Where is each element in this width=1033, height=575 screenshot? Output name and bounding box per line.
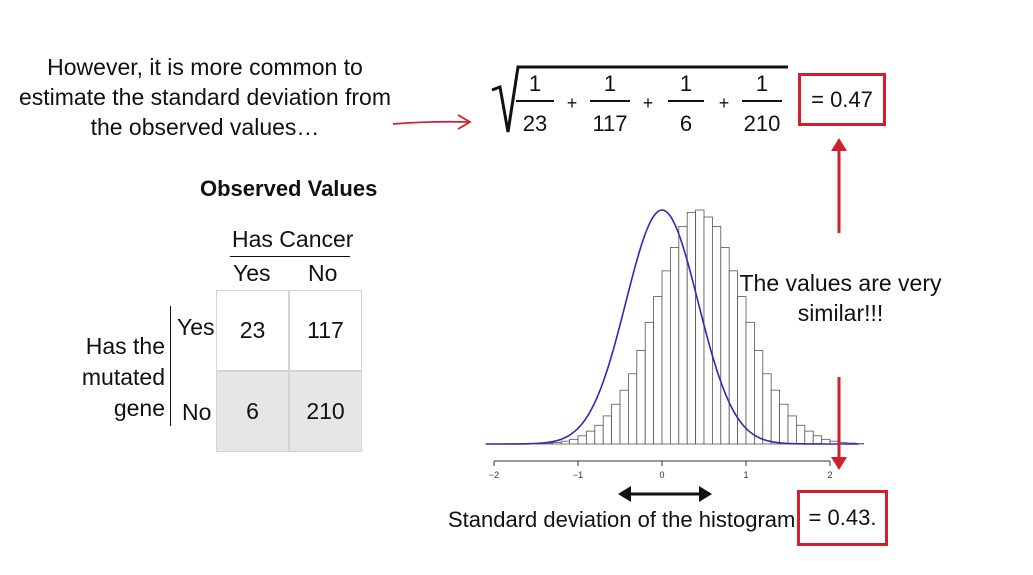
- double-arrow-icon: [618, 486, 712, 502]
- histogram-bar: [762, 373, 772, 445]
- column-group-underline: [230, 256, 350, 257]
- result-box-histogram: = 0.43.: [797, 490, 888, 546]
- table-cell: 23: [216, 290, 289, 371]
- x-tick-label: 2: [827, 470, 832, 480]
- row-group-header: Has the mutated gene: [70, 331, 165, 424]
- histogram-bar: [695, 209, 705, 445]
- histogram-bar: [594, 424, 604, 445]
- fraction-3-numerator: 1: [680, 71, 692, 96]
- fraction-3-denominator: 6: [680, 111, 692, 136]
- histogram-bar: [636, 349, 646, 445]
- histogram-bar: [779, 403, 789, 445]
- histogram-caption: Standard deviation of the histogram: [448, 507, 796, 532]
- histogram-bar: [569, 438, 579, 445]
- histogram-bar: [560, 440, 570, 445]
- histogram-bar: [753, 349, 764, 445]
- histogram-bar: [653, 296, 663, 445]
- histogram-bar: [770, 389, 781, 445]
- result-formula-value: = 0.47: [811, 86, 873, 112]
- histogram-bar: [619, 389, 629, 445]
- column-header-yes: Yes: [233, 260, 271, 286]
- row-header-no: No: [182, 399, 212, 425]
- table-cell: 117: [289, 290, 362, 371]
- intro-line-3: the observed values…: [90, 114, 320, 140]
- table-cell: 210: [289, 371, 362, 452]
- histogram-bar: [711, 225, 722, 445]
- histogram-bar: [720, 247, 730, 445]
- row-group-divider: [170, 306, 171, 426]
- histogram-bar: [787, 415, 797, 445]
- result-histogram-value: = 0.43.: [808, 505, 877, 530]
- histogram-bar: [577, 435, 587, 445]
- table-cell: 6: [216, 371, 289, 452]
- similar-note-line-1: The values are very: [739, 270, 942, 296]
- histogram-bar: [728, 270, 738, 445]
- fraction-4-numerator: 1: [756, 71, 768, 96]
- histogram-bar: [812, 435, 823, 445]
- histogram-bar: [661, 270, 671, 445]
- fraction-1-numerator: 1: [529, 71, 541, 96]
- similar-note-line-2: similar!!!: [797, 300, 884, 326]
- histogram-bar: [586, 430, 596, 445]
- plus-sign-3: +: [719, 93, 730, 113]
- column-header-no: No: [308, 260, 338, 286]
- x-tick-label: −1: [573, 470, 583, 480]
- plus-sign-2: +: [643, 93, 654, 113]
- fraction-4-denominator: 210: [744, 111, 781, 136]
- histogram-bar: [644, 321, 654, 445]
- histogram-bar: [745, 321, 755, 445]
- row-header-yes: Yes: [177, 314, 215, 340]
- histogram-bar: [669, 247, 680, 445]
- histogram-chart: −2 −1 0 1 2: [485, 209, 865, 480]
- observed-values-table: 23 117 6 210: [216, 290, 362, 453]
- table-title: Observed Values: [200, 176, 378, 201]
- result-box-formula: = 0.47: [798, 73, 886, 126]
- histogram-bar: [804, 430, 814, 445]
- row-group-line-2: mutated: [81, 364, 165, 390]
- similar-note: The values are very similar!!!: [738, 268, 943, 328]
- intro-line-1: However, it is more common to: [47, 54, 363, 80]
- fraction-2-numerator: 1: [604, 71, 616, 96]
- arrow-up-icon: [831, 138, 847, 233]
- arrow-down-icon: [831, 377, 847, 470]
- intro-text: However, it is more common to estimate t…: [10, 52, 400, 142]
- histogram-bar: [552, 442, 562, 445]
- histogram-bar: [602, 415, 612, 445]
- fraction-1-denominator: 23: [523, 111, 547, 136]
- sqrt-sign: [491, 65, 788, 133]
- x-tick-label: 0: [659, 470, 664, 480]
- column-group-header: Has Cancer: [232, 226, 354, 252]
- x-tick-label: 1: [743, 470, 748, 480]
- histogram-bar: [611, 403, 621, 445]
- histogram-bar: [627, 373, 638, 445]
- row-group-line-3: gene: [113, 395, 165, 421]
- normal-curve: [485, 209, 859, 445]
- intro-line-2: estimate the standard deviation from: [18, 84, 392, 110]
- fraction-2-denominator: 117: [592, 111, 627, 136]
- arrow-right-icon: [392, 114, 472, 130]
- histogram-bar: [686, 211, 696, 445]
- sqrt-formula: 1 23 + 1 117 + 1 6 + 1 210: [491, 65, 788, 136]
- row-group-line-1: Has the: [85, 333, 165, 359]
- x-tick-label: −2: [489, 470, 499, 480]
- plus-sign-1: +: [567, 93, 578, 113]
- histogram-bar: [795, 424, 806, 445]
